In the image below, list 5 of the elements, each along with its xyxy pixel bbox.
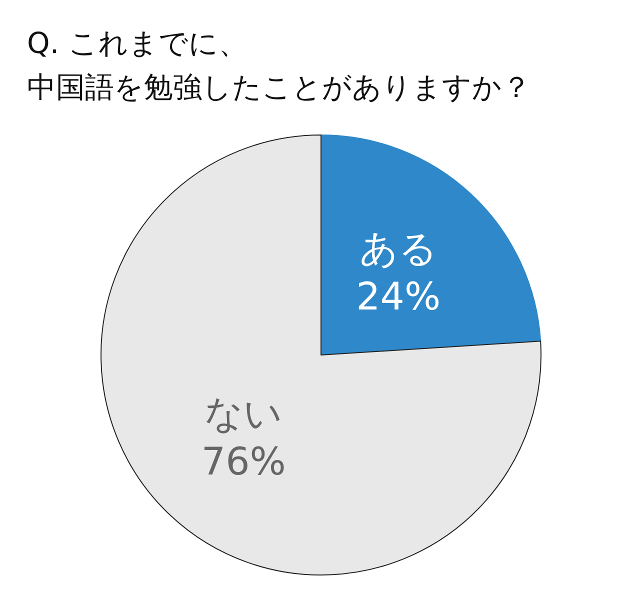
slice-label: ある: [359, 226, 438, 271]
data-label: 76%: [201, 439, 286, 484]
data-label: 24%: [356, 274, 441, 319]
chart-title: Q. これまでに、中国語を勉強したことがありますか？: [27, 26, 531, 104]
slice-label: ない: [204, 391, 283, 436]
